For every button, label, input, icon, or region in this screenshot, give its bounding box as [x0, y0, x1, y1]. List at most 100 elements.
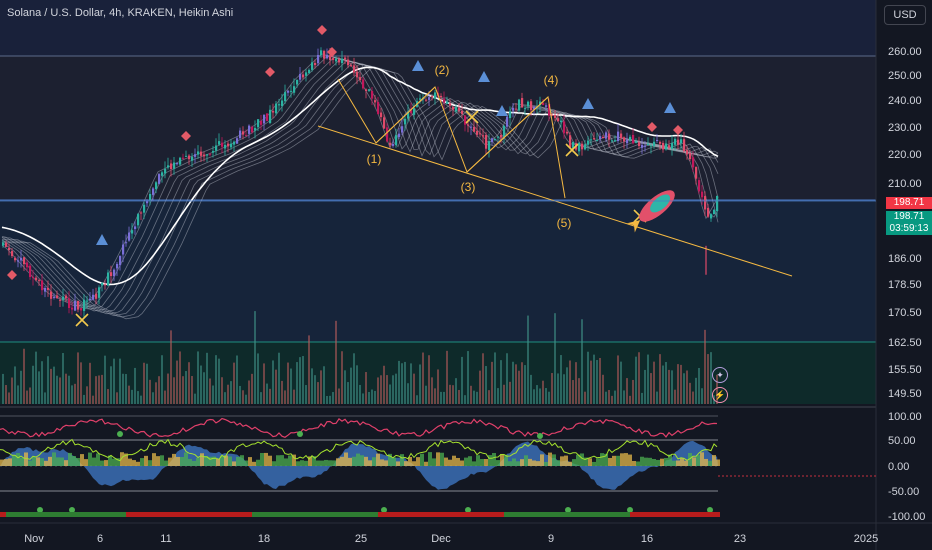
volume-bar — [410, 363, 412, 404]
osc-mf-bar — [320, 460, 324, 466]
osc-mf-bar — [228, 456, 232, 466]
candle-body — [197, 151, 200, 155]
candle-body — [62, 296, 65, 300]
volume-bar — [518, 370, 520, 404]
volume-bar — [41, 361, 43, 404]
volume-bar — [95, 376, 97, 404]
volume-bar — [272, 360, 274, 404]
osc-strip-cell — [672, 512, 678, 517]
osc-strip-cell — [246, 512, 252, 517]
candle-body — [596, 140, 599, 142]
volume-bar — [431, 377, 433, 404]
osc-strip-cell — [234, 512, 240, 517]
candle-body — [8, 247, 11, 251]
rocket-flame — [627, 220, 641, 233]
osc-mf-bar — [172, 453, 176, 466]
candle-body — [284, 92, 287, 102]
candle-body — [533, 106, 536, 110]
volume-bar — [566, 367, 568, 404]
volume-bar — [218, 358, 220, 404]
candle-body — [182, 157, 185, 159]
wave-channel — [375, 86, 436, 144]
candle-body — [671, 143, 674, 149]
osc-mf-bar — [712, 455, 716, 466]
candle-body — [272, 111, 275, 113]
osc-mf-bar — [456, 457, 460, 466]
osc-line-red — [0, 417, 718, 439]
price-axis-label: 240.00 — [888, 95, 922, 107]
candle-body — [680, 139, 683, 144]
volume-bar — [548, 391, 550, 404]
candle-body — [11, 251, 14, 257]
candle-body — [323, 50, 326, 59]
candle-body — [431, 96, 434, 98]
compass-icon[interactable]: ✦ — [712, 367, 728, 383]
candle-body — [329, 55, 332, 60]
price-axis-label: 170.50 — [888, 307, 922, 319]
osc-strip-cell — [276, 512, 282, 517]
volume-bar — [551, 373, 553, 404]
cross-marker — [75, 313, 89, 327]
candle-body — [395, 135, 398, 146]
osc-mf-bar — [632, 460, 636, 466]
candle-body — [590, 139, 593, 141]
osc-mf-bar — [332, 460, 336, 466]
candle-body — [485, 135, 488, 149]
volume-bar — [362, 393, 364, 404]
osc-mf-bar — [468, 456, 472, 466]
volume-bar — [155, 382, 157, 404]
candle-body — [305, 72, 308, 76]
volume-bar — [701, 388, 703, 404]
candle-body — [2, 242, 5, 246]
volume-bar — [383, 365, 385, 404]
osc-mf-bar — [464, 457, 468, 466]
volume-bar — [5, 385, 7, 404]
volume-bar — [575, 362, 577, 404]
osc-signal-dot — [117, 431, 123, 437]
candle-body — [488, 141, 491, 151]
volume-bar — [89, 362, 91, 404]
ma-ribbon-line — [1, 58, 719, 312]
wave-label: (4) — [544, 73, 559, 87]
osc-mf-bar — [52, 452, 56, 466]
osc-strip-cell — [480, 512, 486, 517]
osc-strip-cell — [366, 512, 372, 517]
osc-mf-bar — [448, 459, 452, 466]
candle-body — [317, 54, 320, 64]
volume-bar — [269, 388, 271, 404]
candle-body — [551, 114, 554, 116]
ma-ribbon-line — [1, 57, 719, 310]
osc-mf-bar — [4, 459, 8, 466]
osc-mf-bar — [424, 461, 428, 466]
rocket-window — [650, 194, 671, 213]
osc-mf-bar — [128, 458, 132, 466]
volume-bar — [488, 390, 490, 404]
diamond-marker — [265, 67, 275, 77]
candle-body — [509, 111, 512, 119]
candle-body — [707, 207, 710, 217]
osc-mf-bar — [116, 458, 120, 466]
osc-mf-bar — [108, 455, 112, 466]
osc-mf-bar — [564, 455, 568, 466]
currency-button[interactable]: USD — [884, 5, 926, 25]
candle-body — [656, 139, 659, 141]
candle-body — [452, 106, 455, 110]
price-axis-label: 220.00 — [888, 149, 922, 161]
osc-mf-bar — [700, 452, 704, 466]
lightning-icon[interactable]: ⚡ — [712, 387, 728, 403]
candle-body — [398, 133, 401, 137]
osc-strip-cell — [582, 512, 588, 517]
volume-bar — [407, 383, 409, 404]
candle-body — [32, 276, 35, 278]
candle-body — [260, 120, 263, 125]
osc-strip-cell — [294, 512, 300, 517]
candle-body — [224, 144, 227, 149]
candle-body — [611, 140, 614, 142]
candle-body — [557, 118, 560, 122]
volume-bar — [461, 356, 463, 404]
osc-strip-cell — [696, 512, 702, 517]
osc-mf-bar — [336, 458, 340, 466]
wave-label: (5) — [557, 216, 572, 230]
volume-bar — [59, 377, 61, 404]
